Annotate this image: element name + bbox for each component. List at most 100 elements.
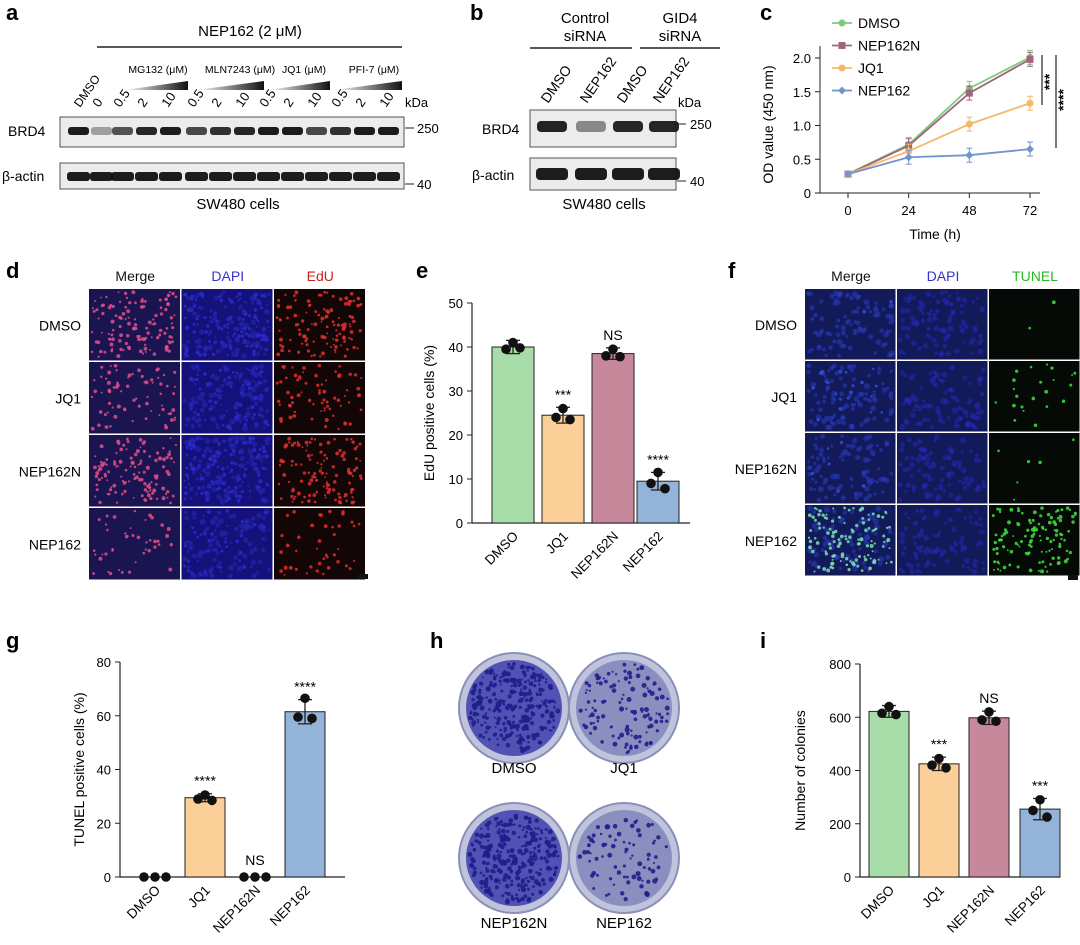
colony [492, 677, 497, 681]
cell-dot [193, 530, 197, 534]
colony [548, 877, 554, 882]
nucleus [972, 569, 978, 575]
conc-wedge [334, 81, 402, 90]
nucleus [211, 416, 217, 422]
nucleus [934, 434, 940, 440]
nucleus [922, 343, 929, 349]
cell-dot [1066, 557, 1069, 561]
cell-dot [343, 394, 346, 397]
cell-dot [238, 377, 241, 380]
cell-dot [815, 541, 820, 545]
cell-dot [168, 411, 173, 416]
colony [515, 734, 519, 738]
cell-dot [167, 472, 171, 477]
cell-dot [235, 401, 239, 405]
colony [592, 725, 598, 731]
cell-dot [345, 499, 348, 503]
colony [541, 675, 545, 680]
cell-dot [99, 460, 103, 464]
cell-dot [287, 349, 291, 353]
cell-dot [1029, 365, 1033, 369]
cell-dot [145, 326, 149, 330]
cell-dot [355, 466, 359, 470]
cell-dot [191, 443, 196, 448]
data-point [565, 414, 575, 425]
cell-dot [293, 410, 297, 414]
colony [472, 866, 477, 871]
nucleus [899, 424, 906, 430]
nucleus [888, 314, 895, 320]
cell-dot [208, 399, 212, 403]
significance-label: *** [555, 386, 572, 402]
b-brd4-bands [537, 121, 679, 132]
colony [506, 829, 510, 834]
nucleus [864, 534, 871, 541]
nucleus [211, 487, 217, 493]
nucleus [910, 320, 916, 326]
cell-dot [195, 420, 198, 424]
colony [622, 875, 626, 879]
group-label: MLN7243 (μM) [205, 64, 275, 76]
colony [503, 729, 507, 733]
colony [516, 728, 520, 732]
cell-dot [190, 309, 194, 313]
nucleus [821, 347, 826, 352]
cell-dot [167, 412, 170, 415]
colony [504, 883, 510, 889]
cell-dot [1026, 459, 1031, 464]
cell-dot [187, 307, 191, 311]
colony [648, 741, 652, 745]
colony [537, 678, 541, 682]
colony [590, 873, 595, 878]
colony [600, 740, 604, 744]
cell-dot [245, 382, 250, 387]
nucleus [261, 455, 266, 459]
colony [522, 696, 525, 700]
nucleus [871, 453, 875, 457]
cell-dot [167, 452, 171, 457]
cell-dot [1063, 538, 1066, 542]
nucleus [943, 521, 947, 525]
cell-dot [104, 523, 108, 526]
nucleus [261, 326, 267, 332]
cell-dot [332, 553, 336, 557]
cell-dot [225, 410, 228, 412]
lane-label: DMSO [537, 62, 574, 106]
cell-dot [257, 452, 260, 455]
cell-dot [118, 569, 121, 572]
nucleus [948, 315, 953, 320]
channel-label: DAPI [211, 268, 244, 284]
panel-a-letter: a [6, 0, 19, 25]
colony [487, 737, 491, 741]
cell-dot [142, 449, 146, 453]
colony [481, 676, 484, 679]
nucleus [260, 414, 265, 419]
cell-dot [312, 493, 317, 497]
nucleus [880, 490, 885, 494]
nucleus [239, 455, 245, 462]
colony [487, 698, 493, 704]
cell-dot [90, 395, 94, 399]
cell-dot [118, 339, 122, 343]
nucleus [888, 391, 894, 396]
nucleus [904, 455, 910, 461]
cell-dot [192, 323, 196, 326]
nucleus [205, 526, 210, 531]
colony [501, 736, 506, 741]
cell-dot [307, 471, 311, 475]
cell-dot [839, 440, 844, 445]
nucleus [928, 371, 932, 376]
cell-dot [155, 451, 160, 455]
nucleus [247, 541, 253, 547]
nucleus [973, 328, 978, 333]
cell-dot [252, 413, 256, 417]
colony [622, 662, 627, 667]
cell-dot [311, 474, 315, 479]
cell-dot [94, 553, 97, 556]
cell-dot [143, 380, 146, 384]
cell-dot [161, 496, 166, 501]
nucleus [885, 443, 889, 447]
colony [503, 873, 509, 879]
colony [593, 699, 597, 703]
cell-dot [259, 393, 263, 397]
